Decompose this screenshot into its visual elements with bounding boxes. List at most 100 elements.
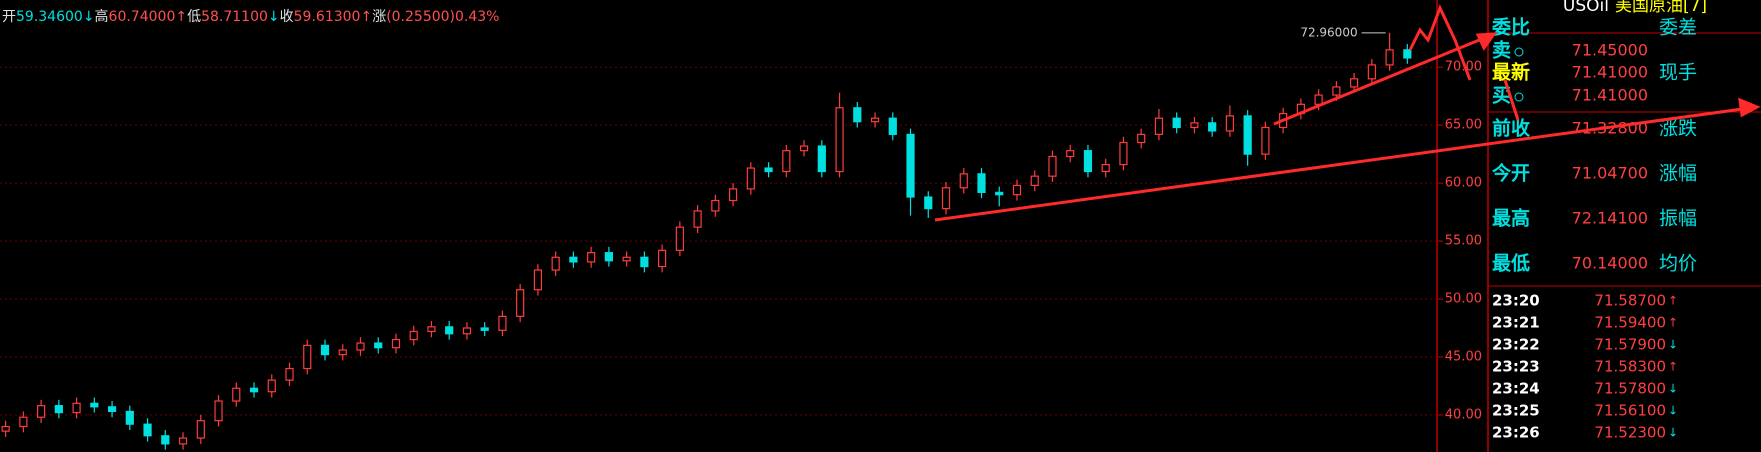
symbol: USOil [1563,0,1609,16]
tick-dir: ↓ [1668,338,1678,352]
sketch-arrow [1503,79,1520,121]
y-tick-label: 70.00 [1445,60,1482,75]
row-right: 均价 [1659,253,1697,275]
candle-body [817,145,826,173]
candle-body [1367,64,1376,80]
candle-body [54,405,63,414]
candle-body [1385,49,1394,66]
candle-body [37,405,46,418]
candle-body [995,191,1004,196]
candle-body [551,256,560,271]
candle-body [569,256,578,263]
header-value: 60.74000 [109,9,176,25]
candle-body [462,327,472,335]
row-label: 最高 [1492,207,1530,230]
sketch-arrow [1408,4,1472,81]
candle-body [1225,115,1235,132]
candle-body [977,173,986,193]
header-label: 高 [95,8,109,25]
candle-body [888,117,897,136]
candle-body [1,425,10,432]
candle-body [853,107,862,123]
candle-body [622,256,631,262]
header-value: (0.25500)0.43% [386,9,499,25]
candle-body [604,252,613,262]
tick-price: 71.58700 [1594,292,1666,310]
candle-body [640,256,649,268]
candle-body [1012,184,1022,196]
tick-price: 71.58300 [1594,358,1666,376]
candle-body [1261,126,1270,155]
y-tick-label: 50.00 [1445,292,1482,307]
tick-price: 71.59400 [1594,314,1666,332]
candle-body [516,289,525,318]
candle-body [178,437,188,445]
candle-body [1030,175,1039,187]
candle-body [427,326,436,333]
tick-time: 23:23 [1492,358,1540,376]
row-right: 振幅 [1659,208,1697,230]
row-label: 卖 [1492,40,1511,62]
candle-body [587,252,596,263]
candle-body [1119,141,1128,166]
candle-body [90,402,99,408]
candle-body [72,402,81,414]
header-arrow: ↓ [268,9,280,25]
y-tick-label: 45.00 [1445,349,1482,364]
candle-body [835,107,844,173]
tick-time: 23:22 [1492,336,1540,354]
candle-body [1172,117,1181,129]
tick-price: 71.52300 [1594,424,1666,442]
tick-time: 23:21 [1492,314,1540,332]
candle-body [1403,49,1412,59]
y-tick-label: 65.00 [1445,118,1482,133]
symbol-name: 美国原油[7] [1615,0,1707,16]
header-arrow: ↑ [175,9,187,25]
candle-body [533,269,543,291]
tick-dir: ↑ [1668,316,1678,330]
row-value: 71.04700 [1572,164,1648,183]
candle-body [941,187,951,210]
row-label: 买 [1492,85,1511,107]
candle-body [924,196,933,210]
candle-body [214,400,223,422]
candle-body [746,167,755,190]
candle-body [161,435,170,445]
candle-body [728,188,738,202]
row-value: 71.45000 [1572,41,1648,60]
candle-body [267,379,276,393]
candle-body [249,387,259,393]
header-label: 低 [187,9,201,25]
y-tick-label: 55.00 [1445,234,1482,249]
y-tick-label: 60.00 [1445,176,1482,191]
candle-body [1066,150,1075,158]
tick-price: 71.57900 [1594,336,1666,354]
header-value: 58.71100 [201,9,268,25]
candle-body [1190,122,1199,129]
candle-body [143,423,152,437]
candle-body [1332,86,1341,96]
candle-body [1154,117,1164,136]
row-right: 涨幅 [1659,163,1697,185]
row-value: 70.14000 [1572,254,1648,273]
candle-body [870,117,880,123]
tick-time: 23:25 [1492,402,1540,420]
row-label: 前收 [1492,117,1530,140]
candle-body [107,406,117,413]
tick-price: 71.56100 [1594,402,1666,420]
candle-body [19,416,28,428]
tick-dir: ↑ [1668,294,1678,308]
candle-body [799,145,809,152]
tick-dir: ↓ [1668,426,1678,440]
candle-body [906,133,915,198]
candle-body [693,210,702,228]
header-value: 59.34600 [16,9,83,25]
candle-body [675,226,684,251]
row-right: 委差 [1659,17,1697,39]
candle-body [320,344,330,356]
arrow-head [1738,97,1761,118]
candle-body [1208,122,1217,132]
candle-body [764,167,773,173]
candle-body [445,326,454,335]
